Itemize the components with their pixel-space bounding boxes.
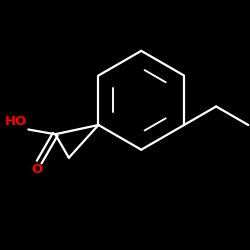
Text: O: O	[32, 163, 43, 176]
Text: HO: HO	[5, 115, 27, 128]
